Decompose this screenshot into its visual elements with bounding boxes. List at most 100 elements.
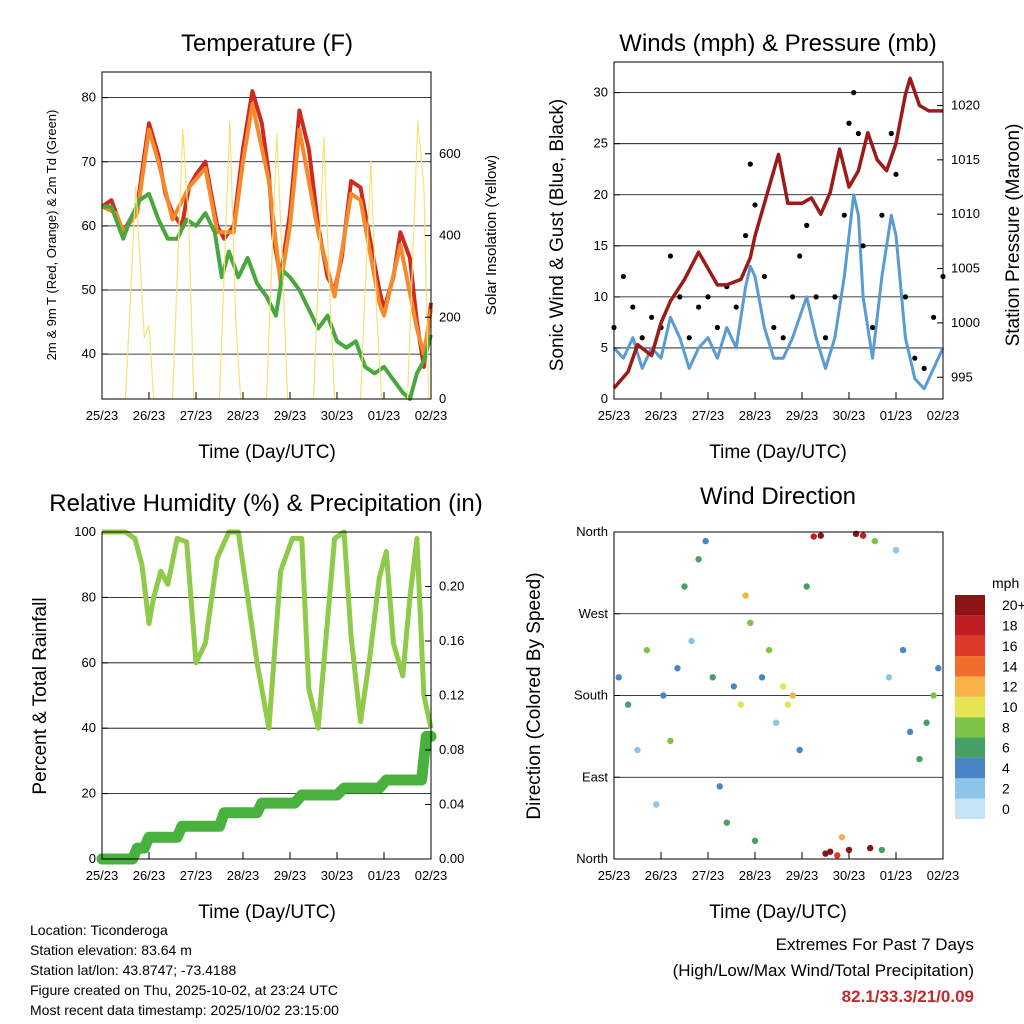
colorbar-label: 2 <box>1002 780 1010 796</box>
speed-colorbar: mph 0 2 4 6 8 10 12 14 16 18 20+ <box>955 575 1024 819</box>
direction-point <box>667 737 674 745</box>
direction-point <box>899 646 907 654</box>
direction-point <box>688 637 695 645</box>
colorbar-title: mph <box>992 575 1019 591</box>
colorbar-swatch <box>955 798 985 819</box>
gust-point <box>860 243 866 249</box>
direction-xlabel: Time (Day/UTC) <box>709 902 847 923</box>
ytick-label: 80 <box>82 90 96 105</box>
gust-point <box>855 130 862 137</box>
colorbar-swatch <box>955 656 985 677</box>
extremes-title: Extremes For Past 7 Days <box>775 935 974 954</box>
gust-point <box>921 365 927 371</box>
direction-point <box>930 692 937 699</box>
temperature-xlabel: Time (Day/UTC) <box>198 442 336 463</box>
extremes-values: 82.1/33.3/21/0.09 <box>841 987 974 1006</box>
temperature-panel: Temperature (F) 2m & 9m T (Red, Orange) … <box>44 30 500 463</box>
direction-point <box>660 692 667 699</box>
direction-point <box>796 746 803 754</box>
gust-point <box>649 314 655 320</box>
winds-panel: Winds (mph) & Pressure (mb) Sonic Wind &… <box>547 30 1024 463</box>
gust-point <box>771 324 777 331</box>
gust-point <box>931 314 937 320</box>
y2tick-label: 0.08 <box>439 742 464 757</box>
xtick-label: 01/23 <box>368 408 401 423</box>
colorbar-label: 8 <box>1002 719 1010 735</box>
xtick-label: 30/23 <box>833 408 866 423</box>
direction-point <box>810 533 817 540</box>
xtick-label: 30/23 <box>833 868 866 883</box>
direction-point <box>845 846 853 854</box>
y2tick-label: 0 <box>439 391 446 406</box>
xtick-label: 01/23 <box>880 408 913 423</box>
xtick-label: 29/23 <box>274 868 307 883</box>
y2tick-label: 1015 <box>951 152 980 167</box>
gust-point <box>912 355 918 361</box>
gust-point <box>804 222 810 228</box>
ytick-label: East <box>582 769 608 784</box>
direction-point <box>923 719 930 726</box>
ytick-label: 70 <box>82 154 96 169</box>
winds-ylabel: Sonic Wind & Gust (Blue, Black) <box>547 99 568 371</box>
gust-point <box>696 304 702 310</box>
xtick-label: 01/23 <box>368 868 401 883</box>
direction-point <box>751 837 759 845</box>
station-latlon: Station lat/lon: 43.8747; -73.4188 <box>30 962 237 978</box>
colorbar-swatch <box>955 757 985 779</box>
gust-point <box>667 253 674 259</box>
direction-point <box>838 834 846 841</box>
xtick-label: 27/23 <box>692 408 725 423</box>
gust-point <box>790 294 796 300</box>
ytick-label: 20 <box>82 786 96 801</box>
colorbar-label: 12 <box>1002 679 1018 695</box>
humidity-panel: Relative Humidity (%) & Precipitation (i… <box>30 490 483 923</box>
direction-point <box>737 701 745 708</box>
gust-point <box>879 212 885 218</box>
ytick-label: 80 <box>82 589 96 604</box>
ytick-label: 10 <box>594 289 608 304</box>
gust-point <box>822 335 829 341</box>
gust-point <box>869 324 876 331</box>
direction-point <box>643 646 651 654</box>
station-elevation: Station elevation: 83.64 m <box>30 942 192 958</box>
direction-point <box>916 755 923 763</box>
ytick-label: 60 <box>82 655 96 670</box>
xtick-label: 25/23 <box>598 868 631 883</box>
direction-point <box>789 692 796 699</box>
ytick-label: North <box>576 851 608 866</box>
xtick-label: 26/23 <box>133 408 166 423</box>
gust-point <box>780 335 786 341</box>
direction-point <box>906 728 914 736</box>
gust-point <box>686 335 692 341</box>
xtick-label: 29/23 <box>786 408 819 423</box>
xtick-label: 02/23 <box>415 868 448 883</box>
direction-frame <box>613 531 944 860</box>
xtick-label: 29/23 <box>786 868 819 883</box>
gust-point <box>743 233 749 239</box>
direction-point <box>747 619 754 627</box>
direction-point <box>765 646 773 654</box>
humidity-title: Relative Humidity (%) & Precipitation (i… <box>49 490 482 517</box>
humidity-ylabel: Percent & Total Rainfall <box>30 597 51 794</box>
direction-point <box>723 819 730 826</box>
direction-ylabel: Direction (Colored By Speed) <box>524 572 545 819</box>
ytick-label: 100 <box>74 524 96 539</box>
colorbar-label: 16 <box>1002 638 1018 654</box>
direction-point <box>885 674 893 681</box>
total-precipitation-line <box>96 730 437 865</box>
colorbar-swatch <box>955 717 985 738</box>
temperature-frame <box>101 71 432 400</box>
gust-point <box>797 253 803 259</box>
colorbar-label: 10 <box>1002 699 1018 715</box>
colorbar-swatch <box>955 595 985 616</box>
ytick-label: 25 <box>594 136 608 151</box>
colorbar-label: 4 <box>1002 760 1010 776</box>
direction-point <box>742 592 749 599</box>
xtick-label: 02/23 <box>927 408 960 423</box>
xtick-label: 27/23 <box>692 868 725 883</box>
direction-point <box>892 546 900 554</box>
xtick-label: 02/23 <box>927 868 960 883</box>
direction-title: Wind Direction <box>700 483 856 510</box>
ytick-label: North <box>576 524 608 539</box>
y2tick-label: 1010 <box>951 206 980 221</box>
